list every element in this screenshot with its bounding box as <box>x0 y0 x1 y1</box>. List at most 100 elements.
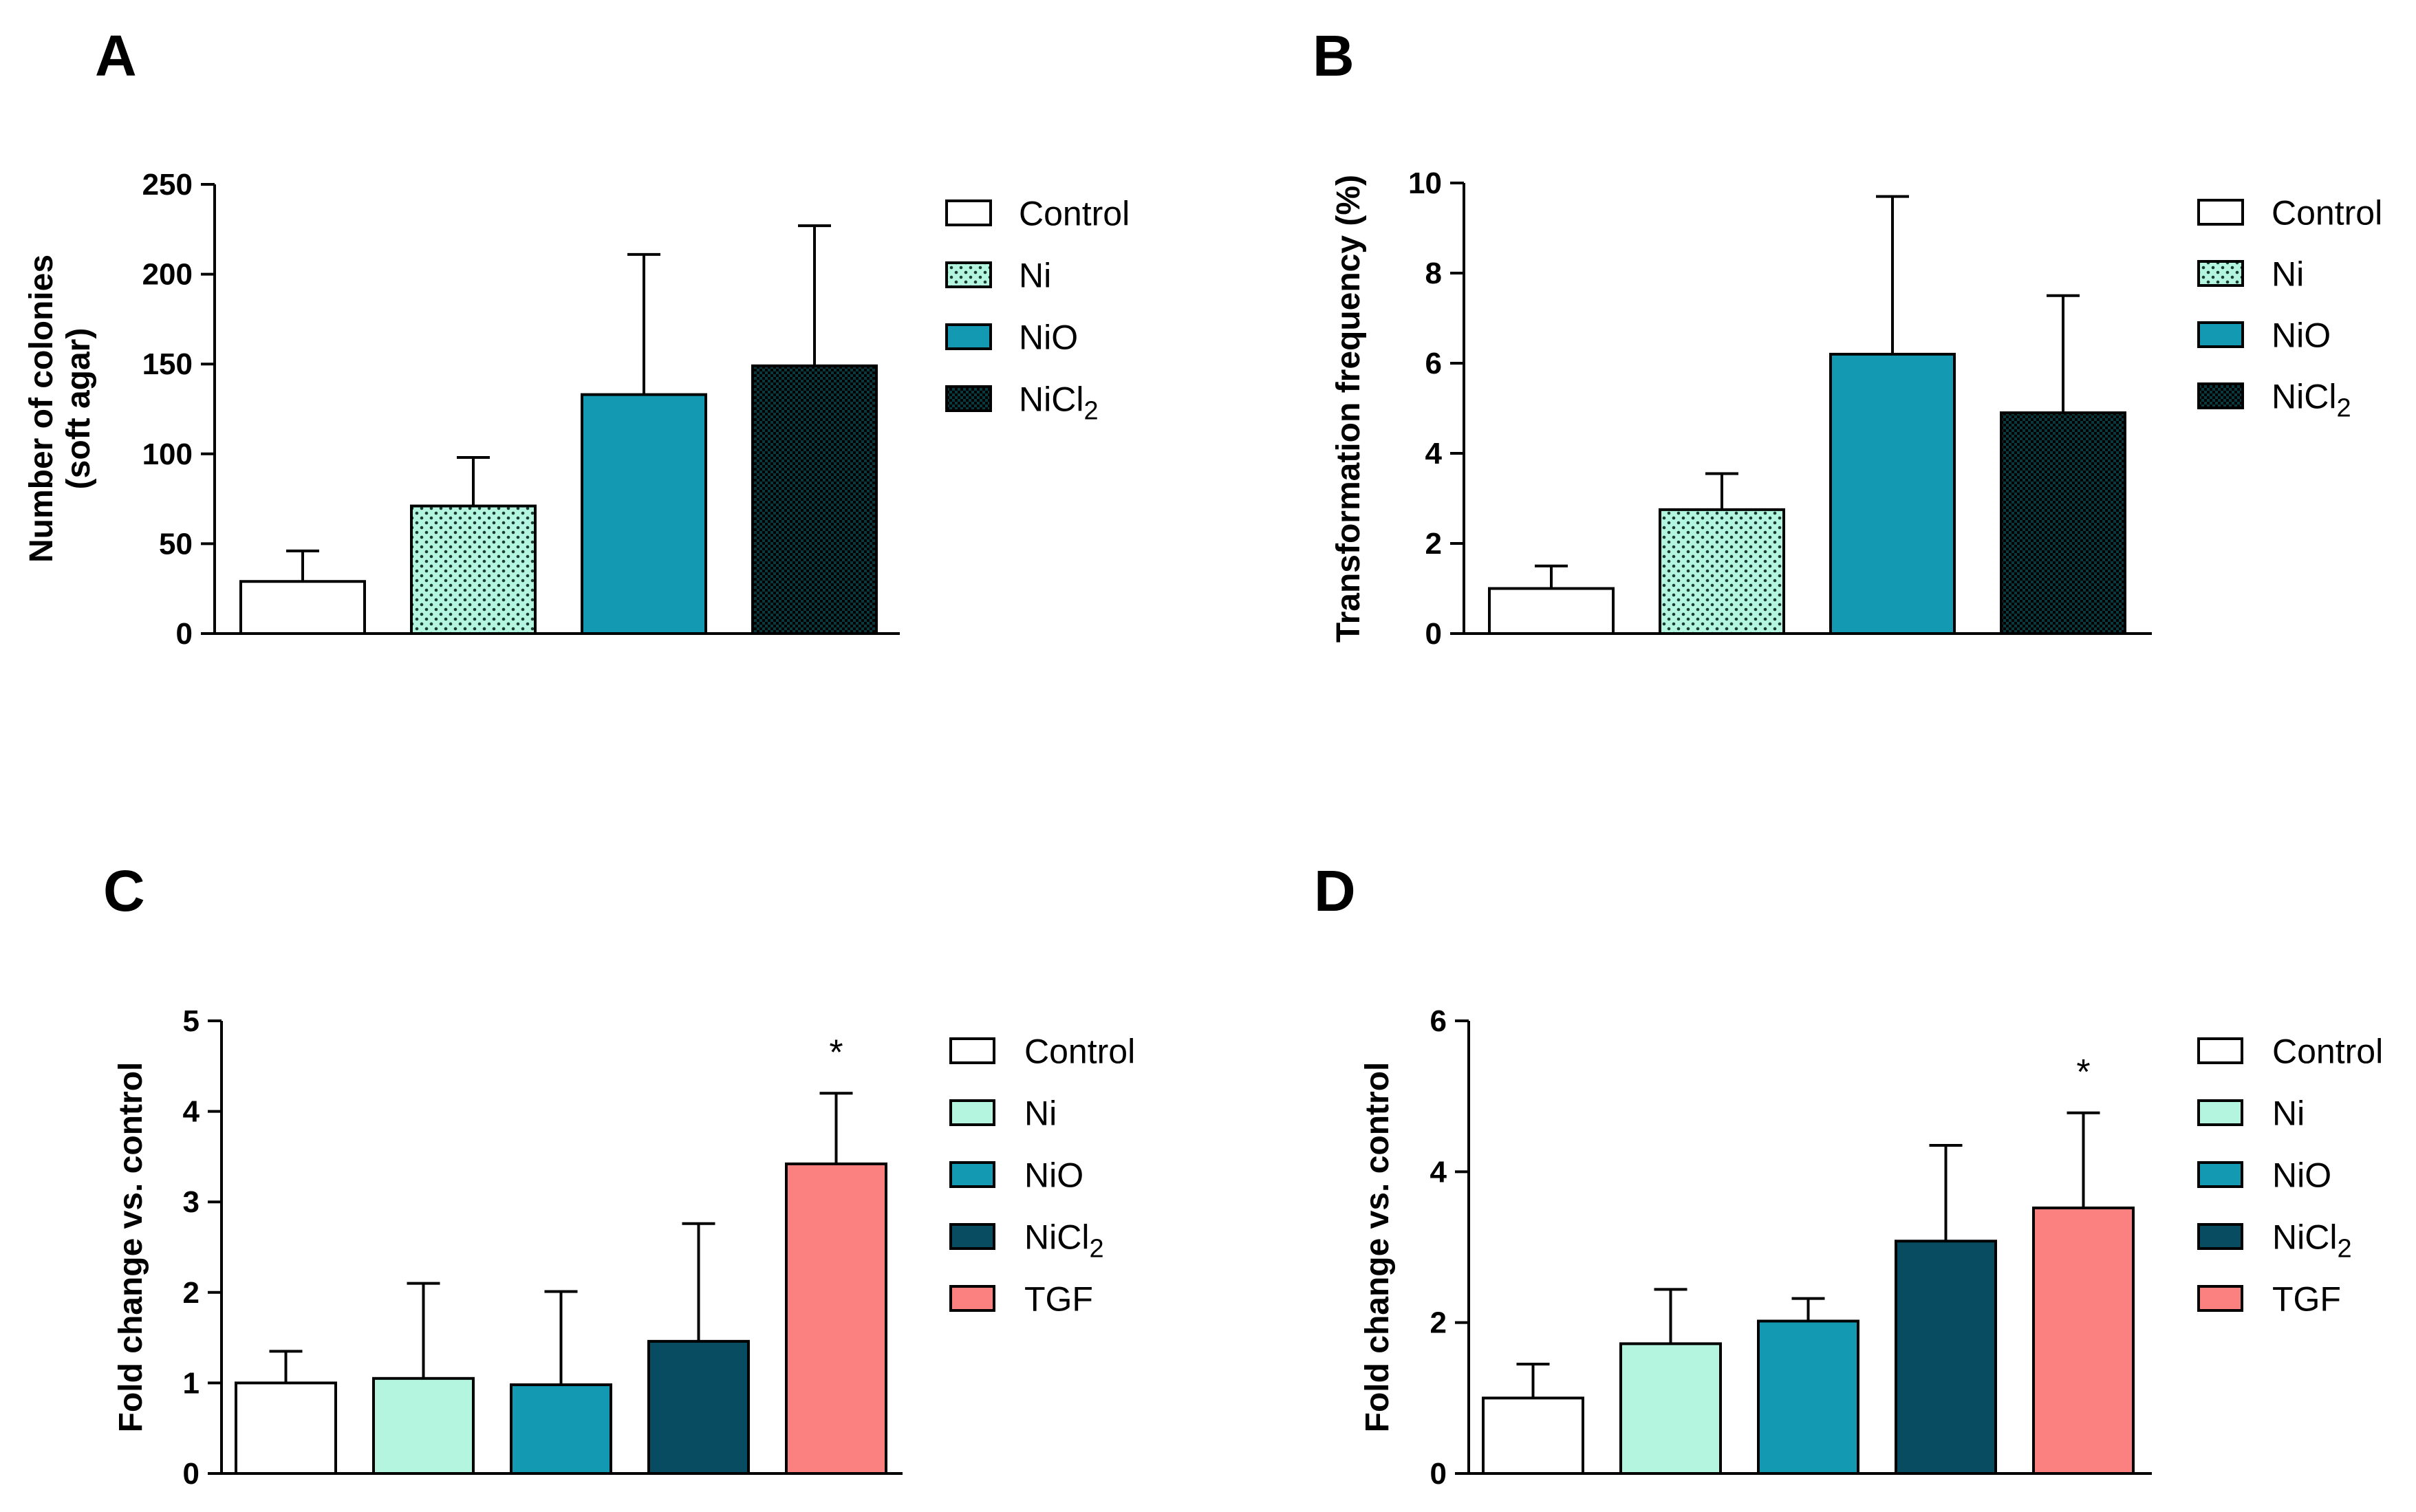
legend-swatch-control <box>949 1037 995 1064</box>
legend-swatch-ni <box>945 261 992 288</box>
legend-label-control: Control <box>1019 195 1130 233</box>
legend-label-text: TGF <box>2272 1280 2341 1319</box>
legend-label-text: Ni <box>2272 1094 2305 1133</box>
legend-label-text: Control <box>1019 195 1130 233</box>
y-tick-label: 8 <box>1425 257 1442 290</box>
legend-label-text: NiO <box>2272 316 2331 355</box>
panel-b: B 0 2 4 6 8 10 Transformation frequency (%) Cont… <box>1313 23 2382 651</box>
legend-label-text: Ni <box>1024 1094 1057 1133</box>
legend-swatch-control <box>2197 199 2244 226</box>
y-tick-label: 4 <box>1430 1155 1447 1189</box>
y-tick-label: 4 <box>1425 437 1443 471</box>
y-tick-label: 1 <box>183 1366 199 1400</box>
bar-ni <box>372 1376 475 1475</box>
legend-label-text: Ni <box>1019 257 1051 295</box>
legend-label-tgf: TGF <box>1024 1280 1093 1319</box>
legend-label-text: NiCl <box>1019 380 1083 419</box>
y-axis-title: Number of colonies <box>23 255 60 563</box>
y-axis-title: Fold change vs. control <box>113 1062 149 1433</box>
y-tick-label: 0 <box>176 617 193 651</box>
significance-marker: * <box>829 1033 843 1072</box>
bar-ni <box>1659 508 1785 635</box>
legend-label-control: Control <box>2272 1033 2383 1071</box>
legend-label-text: Control <box>1024 1033 1135 1071</box>
legend-label-text: NiO <box>2272 1156 2331 1195</box>
y-tick-label: 2 <box>1430 1306 1447 1340</box>
bar-ni <box>410 504 537 635</box>
panel-d: D 0 2 4 6 Fold change vs. control Control Ni NiO… <box>1314 858 2383 1491</box>
legend-label-nicl2: NiCl2 <box>2272 1218 2352 1264</box>
y-tick-label: 2 <box>183 1276 199 1310</box>
legend-label-text: NiO <box>1024 1156 1083 1195</box>
legend-label-text: NiO <box>1019 318 1078 357</box>
y-axis-title: Fold change vs. control <box>1359 1062 1396 1433</box>
y-axis-title: (soft agar) <box>61 328 97 490</box>
y-tick-label: 200 <box>142 258 193 292</box>
panel-letter: D <box>1314 858 1356 923</box>
y-tick-label: 0 <box>1425 617 1442 651</box>
legend-label-ni: Ni <box>1019 257 1051 295</box>
panel-letter: C <box>103 858 145 923</box>
legend-label-nicl2: NiCl2 <box>1024 1218 1104 1264</box>
legend-label-nio: NiO <box>1019 318 1078 357</box>
legend-label-nio: NiO <box>2272 1156 2331 1195</box>
legend-label-subscript: 2 <box>2336 394 2351 423</box>
bar-control <box>239 580 366 636</box>
bar-nicl2 <box>751 364 878 635</box>
bar-nicl2 <box>647 1339 750 1476</box>
legend-swatch-ni <box>2197 260 2244 287</box>
legend-swatch-tgf <box>2197 1285 2243 1312</box>
legend-label-text: NiCl <box>2272 378 2336 416</box>
y-tick-label: 6 <box>1425 347 1442 380</box>
legend-swatch-ni <box>949 1099 995 1126</box>
legend-label-text: NiCl <box>2272 1218 2337 1257</box>
bar-control <box>1482 1396 1584 1476</box>
legend-label-subscript: 2 <box>1089 1235 1103 1264</box>
panel-a: A 0 50 100 150 200 250 Number of colonies (soft … <box>23 23 1130 651</box>
y-axis-title: Transformation frequency (%) <box>1330 175 1367 642</box>
bar-control <box>1488 587 1615 635</box>
legend-label-nio: NiO <box>1024 1156 1083 1195</box>
bar-nio <box>581 393 707 635</box>
legend-label-nicl2: NiCl2 <box>1019 380 1099 426</box>
legend-label-text: NiCl <box>1024 1218 1089 1257</box>
legend-swatch-control <box>945 199 992 226</box>
legend-label-ni: Ni <box>2272 255 2304 294</box>
y-tick-label: 50 <box>159 527 193 561</box>
bar-nio <box>1829 352 1956 636</box>
y-tick-label: 150 <box>142 347 193 381</box>
bar-ni <box>1619 1342 1722 1475</box>
y-tick-label: 10 <box>1408 166 1442 200</box>
legend-swatch-nicl2 <box>949 1223 995 1250</box>
legend-label-subscript: 2 <box>1083 397 1098 426</box>
y-tick-label: 3 <box>183 1185 199 1219</box>
bar-tgf <box>2032 1206 2135 1476</box>
y-tick-label: 0 <box>183 1457 199 1491</box>
legend-swatch-nio <box>2197 321 2244 348</box>
panel-c: C 0 1 2 3 4 5 Fold change vs. control Control Ni N… <box>103 858 1135 1491</box>
legend-label-text: Ni <box>2272 255 2304 294</box>
y-tick-label: 6 <box>1430 1004 1447 1038</box>
legend-label-nio: NiO <box>2272 316 2331 355</box>
bar-control <box>235 1381 337 1476</box>
bar-nio <box>510 1383 612 1475</box>
legend-swatch-nio <box>945 323 992 350</box>
legend-label-ni: Ni <box>2272 1094 2305 1133</box>
y-tick-label: 5 <box>183 1004 199 1038</box>
legend-swatch-nio <box>949 1161 995 1188</box>
bar-tgf <box>785 1162 887 1475</box>
y-tick-label: 250 <box>142 168 193 202</box>
legend-label-text: Control <box>2272 1033 2383 1071</box>
legend-label-ni: Ni <box>1024 1094 1057 1133</box>
bar-nicl2 <box>1895 1240 1997 1476</box>
legend-swatch-nio <box>2197 1161 2243 1188</box>
bar-nio <box>1757 1319 1859 1476</box>
legend-label-control: Control <box>1024 1033 1135 1071</box>
significance-marker: * <box>2076 1052 2090 1092</box>
y-tick-label: 2 <box>1425 527 1442 561</box>
y-tick-label: 4 <box>183 1095 200 1129</box>
legend-label-subscript: 2 <box>2337 1235 2351 1264</box>
legend-swatch-nicl2 <box>2197 382 2244 409</box>
